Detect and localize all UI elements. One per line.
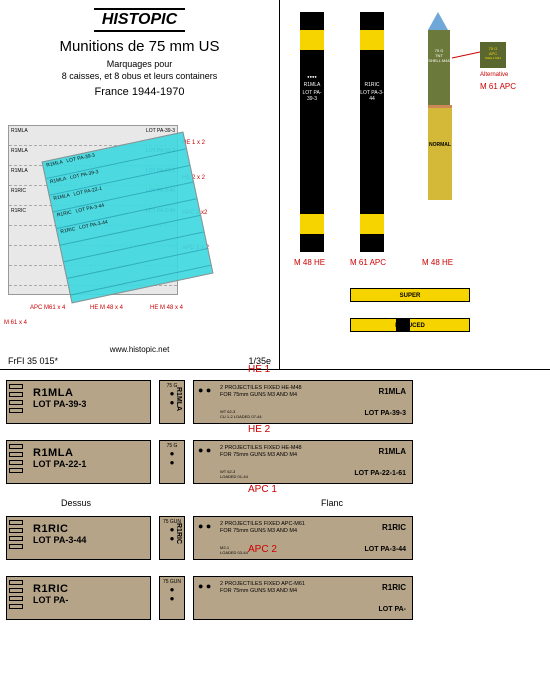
shell2-lot: LOT PA-3-44 (360, 90, 384, 102)
view-labels: Dessus Flanc (6, 498, 544, 508)
alt-l1: 75 G (480, 42, 506, 51)
crate-top-view: R1RIC LOT PA-3-44 (6, 516, 151, 560)
crate-lot2: LOT PA-22-1 (33, 459, 146, 469)
crate-end-view: 75 GUN ●● R1RIC (159, 516, 185, 560)
decal-note: HE M 48 x 4 (90, 305, 123, 311)
side-lot2: LOT PA-22-1-61 (354, 470, 406, 477)
end-dots: ●● (160, 449, 184, 467)
alt-l3: SHELL M61 (480, 56, 506, 60)
crate-row: R1RIC LOT PA- 75 GUN ●● ● ● 2 PROJECTILES… (6, 574, 544, 622)
dessus-label: Dessus (61, 498, 91, 508)
crate-lot1: R1MLA (33, 447, 146, 459)
footer: FrFI 35 015* 1/35e (8, 356, 271, 366)
side-lot1: R1RIC (382, 523, 406, 532)
flanc-label: Flanc (321, 498, 343, 508)
s3-normal: NORMAL (428, 142, 452, 148)
shell1-label: M 48 HE (294, 258, 325, 267)
cart-super-text: SUPER (351, 289, 469, 303)
subtitle: Marquages pour 8 caisses, et 8 obus et l… (8, 59, 271, 82)
end-dots: ●● (160, 585, 184, 603)
shell3-lower: NORMAL (428, 105, 452, 200)
shells-panel: ●●●● R1MLA LOT PA-39-3 M 48 HE R1RIC LOT… (280, 0, 550, 370)
side-lot1: R1MLA (378, 387, 406, 396)
shell1-lot: LOT PA-39-3 (300, 90, 324, 102)
logo-wrap: HISTOPIC (8, 8, 271, 32)
alt-marking-box: 75 G APC SHELL M61 (480, 42, 506, 68)
side-dots: ● ● (198, 385, 211, 395)
crate-side-view: ● ● 2 PROJECTILES FIXED HE-M48FOR 75mm G… (193, 380, 413, 424)
crates-panel: HE 1 R1MLA LOT PA-39-375 G ●● R1MLA● ● 2… (0, 370, 550, 642)
crate-side-view: ● ● 2 PROJECTILES FIXED APC-M61FOR 75mm … (193, 576, 413, 620)
decal-note: APC M61 x 4 (30, 305, 65, 311)
side-dots: ● ● (198, 581, 211, 591)
side-small: M2-1LOADED 03-44 (220, 545, 248, 555)
shell1-mark: R1MLA (300, 82, 324, 88)
side-main: 2 PROJECTILES FIXED APC-M61FOR 75mm GUNS… (220, 521, 406, 535)
subtitle-l2: 8 caisses, et 8 obus et leurs containers (8, 71, 271, 83)
side-lot1: R1RIC (382, 583, 406, 592)
cart-reduced-text: REDUCED (351, 319, 469, 333)
crate-lot1: R1RIC (33, 523, 146, 535)
crate-side-view: ● ● 2 PROJECTILES FIXED APC-M61FOR 75mm … (193, 516, 413, 560)
side-small: WT 62-3LOADED 01-44 (220, 469, 248, 479)
subtitle-l1: Marquages pour (8, 59, 271, 71)
side-dots: ● ● (198, 445, 211, 455)
shell3-tip (428, 12, 448, 30)
shell3-upper: 75 G TNT SHELL M48 (428, 30, 450, 105)
crate-type-label: HE 2 (248, 424, 270, 435)
crate-top-view: R1RIC LOT PA- (6, 576, 151, 620)
shell2-label: M 61 APC (350, 258, 386, 267)
crate-end-view: 75 G ●● (159, 440, 185, 484)
crate-type-label: APC 2 (248, 544, 277, 555)
crate-lot1: R1MLA (33, 387, 146, 399)
shell3-label: M 48 HE (422, 258, 453, 267)
crate-top-view: R1MLA LOT PA-39-3 (6, 380, 151, 424)
alt-arrow-icon (452, 50, 482, 70)
crate-lot2: LOT PA-39-3 (33, 399, 146, 409)
side-dots: ● ● (198, 521, 211, 531)
info-panel: HISTOPIC Munitions de 75 mm US Marquages… (0, 0, 280, 370)
brand-logo: HISTOPIC (94, 8, 185, 32)
crate-side-view: ● ● 2 PROJECTILES FIXED HE-M48FOR 75mm G… (193, 440, 413, 484)
side-lot2: LOT PA-3-44 (365, 546, 407, 553)
crate-lot2: LOT PA-3-44 (33, 535, 146, 545)
side-lot2: LOT PA-39-3 (365, 410, 407, 417)
top-section: HISTOPIC Munitions de 75 mm US Marquages… (0, 0, 550, 370)
product-title: Munitions de 75 mm US (8, 38, 271, 55)
side-lot1: R1MLA (378, 447, 406, 456)
alt-code: M 61 APC (480, 82, 516, 91)
shell2-mark: R1RIC (360, 82, 384, 88)
side-small: WT 62-3CU 1-2 LOADED 07-44 (220, 409, 262, 419)
decal-note: HE M 48 x 4 (150, 305, 183, 311)
crate-type-label: HE 1 (248, 364, 270, 375)
cartridge-reduced: REDUCED (350, 318, 470, 332)
end-vert: R1MLA (175, 387, 182, 411)
side-main: 2 PROJECTILES FIXED APC-M61FOR 75mm GUNS… (220, 581, 406, 595)
crate-top-view: R1MLA LOT PA-22-1 (6, 440, 151, 484)
shell-m48he-black: ●●●● R1MLA LOT PA-39-3 (300, 12, 324, 252)
alt-text: Alternative (480, 72, 508, 78)
crate-row: R1MLA LOT PA-39-3 75 G ●● R1MLA ● ● 2 PROJ… (6, 378, 544, 426)
side-lot2: LOT PA- (379, 606, 406, 613)
end-vert: R1RIC (175, 523, 182, 544)
url-label: www.histopic.net (0, 345, 279, 354)
era-label: France 1944-1970 (8, 86, 271, 98)
s3-t1: 75 G (428, 30, 450, 53)
crate-type-label: APC 1 (248, 484, 277, 495)
shell-m48he-color: 75 G TNT SHELL M48 NORMAL (428, 12, 452, 200)
ref-code: FrFI 35 015* (8, 356, 58, 366)
shell-m61apc-black: R1RIC LOT PA-3-44 (360, 12, 384, 252)
decal-note: M 61 x 4 (4, 320, 27, 326)
decal-sheet-front: R1MLA LOT PA-39-3 R1MLA LOT PA-39-3 R1ML… (42, 132, 214, 304)
crate-row: R1MLA LOT PA-22-1 75 G ●● ● ● 2 PROJECTIL… (6, 438, 544, 486)
crate-lot2: LOT PA- (33, 595, 146, 605)
cartridge-super: SUPER (350, 288, 470, 302)
s3-t3: SHELL M48 (428, 58, 450, 63)
crate-end-view: 75 G ●● R1MLA (159, 380, 185, 424)
crate-end-view: 75 GUN ●● (159, 576, 185, 620)
crate-lot1: R1RIC (33, 583, 146, 595)
